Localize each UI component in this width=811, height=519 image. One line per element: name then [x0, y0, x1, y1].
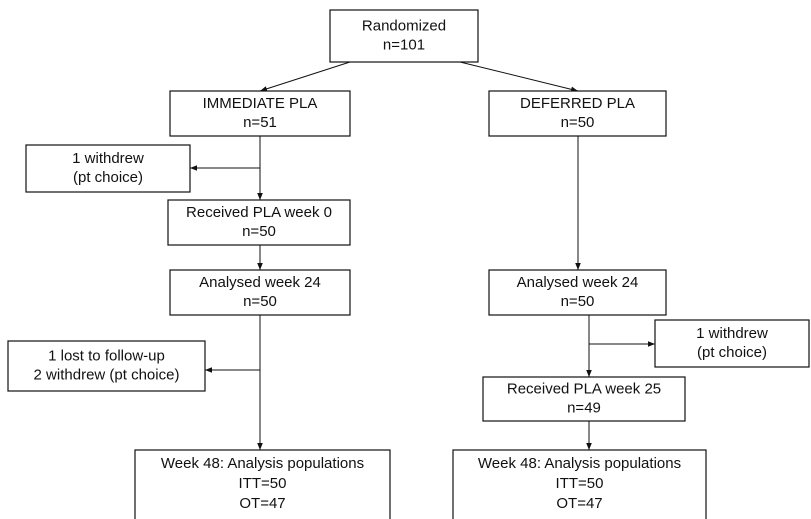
node-label: ITT=50	[556, 475, 604, 492]
node-box	[488, 269, 667, 316]
node-label: n=50	[561, 114, 595, 131]
node-box	[134, 449, 391, 519]
node-box	[169, 269, 351, 316]
connectors	[190, 61, 655, 450]
node-label: OT=47	[556, 495, 602, 512]
node-label: ITT=50	[239, 475, 287, 492]
node-label: n=101	[383, 36, 425, 53]
node-box	[329, 9, 479, 63]
arrow	[459, 61, 579, 93]
node-label: 1 withdrew	[72, 150, 144, 167]
node-box	[488, 90, 667, 137]
node-label: Received PLA week 25	[507, 380, 661, 397]
node-box	[25, 144, 191, 193]
node-label: 1 withdrew	[696, 325, 768, 342]
node-label: 2 withdrew (pt choice)	[34, 366, 180, 383]
node-label: OT=47	[239, 495, 285, 512]
arrow	[259, 61, 351, 92]
node-label: IMMEDIATE PLA	[203, 95, 318, 112]
node-label: n=50	[243, 293, 277, 310]
node-label: (pt choice)	[73, 169, 143, 186]
node-label: n=51	[243, 114, 277, 131]
node-box	[452, 449, 707, 519]
node-label: (pt choice)	[697, 344, 767, 361]
node-label: n=49	[567, 399, 601, 416]
node-box	[169, 90, 351, 137]
boxes: Randomized n=101 IMMEDIATE PLA n=51 DEFERRED…	[7, 9, 810, 519]
node-label: n=50	[242, 223, 276, 240]
node-box	[482, 376, 686, 422]
node-label: n=50	[561, 293, 595, 310]
node-label: Analysed week 24	[199, 274, 321, 291]
node-box	[167, 199, 351, 246]
node-label: Week 48: Analysis populations	[478, 455, 681, 472]
node-box	[7, 340, 206, 392]
node-label: Randomized	[362, 17, 446, 34]
node-label: DEFERRED PLA	[520, 95, 635, 112]
node-label: Week 48: Analysis populations	[161, 455, 364, 472]
node-label: Analysed week 24	[517, 274, 639, 291]
node-box	[654, 319, 810, 368]
node-label: 1 lost to follow-up	[48, 347, 165, 364]
node-label: Received PLA week 0	[186, 204, 332, 221]
